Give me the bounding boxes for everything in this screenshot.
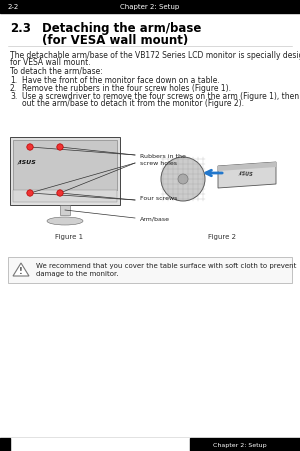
Text: screw holes: screw holes: [140, 161, 177, 166]
Text: Rubbers in the: Rubbers in the: [140, 154, 186, 159]
Text: Use a screwdriver to remove the four screws on the arm (Figure 1), then slide: Use a screwdriver to remove the four scr…: [22, 92, 300, 101]
Text: out the arm/base to detach it from the monitor (Figure 2).: out the arm/base to detach it from the m…: [22, 99, 244, 108]
Circle shape: [57, 190, 63, 197]
Text: Arm/base: Arm/base: [140, 216, 170, 221]
Text: (for VESA wall mount): (for VESA wall mount): [42, 34, 188, 47]
Text: Chapter 2: Setup: Chapter 2: Setup: [213, 442, 267, 447]
Bar: [8, 258, 292, 283]
Bar: [60, 206, 70, 216]
Text: Detaching the arm/base: Detaching the arm/base: [42, 22, 201, 35]
Text: Remove the rubbers in the four screw holes (Figure 1).: Remove the rubbers in the four screw hol…: [22, 84, 231, 93]
Bar: [13, 141, 117, 191]
Text: 2.: 2.: [10, 84, 17, 93]
Bar: [10, 138, 120, 206]
Bar: [190, 438, 300, 451]
Circle shape: [27, 190, 33, 197]
Circle shape: [161, 158, 205, 202]
Text: damage to the monitor.: damage to the monitor.: [36, 271, 118, 276]
Text: 3.: 3.: [10, 92, 17, 101]
Polygon shape: [13, 263, 29, 276]
Text: 2-2: 2-2: [8, 4, 19, 10]
Bar: [13, 191, 117, 202]
Text: /ISUS: /ISUS: [238, 170, 253, 177]
Circle shape: [57, 144, 63, 151]
Text: /ISUS: /ISUS: [18, 160, 37, 165]
Text: Figure 1: Figure 1: [55, 234, 83, 239]
Text: !: !: [19, 267, 23, 276]
Text: Have the front of the monitor face down on a table.: Have the front of the monitor face down …: [22, 76, 220, 85]
Ellipse shape: [47, 217, 83, 226]
Text: Four screws: Four screws: [140, 196, 177, 201]
Text: for VESA wall mount.: for VESA wall mount.: [10, 58, 91, 67]
Circle shape: [178, 175, 188, 184]
Polygon shape: [218, 163, 276, 172]
Text: To detach the arm/base:: To detach the arm/base:: [10, 67, 103, 76]
Text: Chapter 2: Setup: Chapter 2: Setup: [120, 4, 180, 10]
Text: Figure 2: Figure 2: [208, 234, 236, 239]
Bar: [0, 0, 300, 14]
Text: 2.3: 2.3: [10, 22, 31, 35]
Bar: [0, 438, 10, 451]
Text: 1.: 1.: [10, 76, 17, 85]
Polygon shape: [218, 163, 276, 189]
Circle shape: [27, 144, 33, 151]
Text: The detachable arm/base of the VB172 Series LCD monitor is specially designed: The detachable arm/base of the VB172 Ser…: [10, 51, 300, 60]
Text: We recommend that you cover the table surface with soft cloth to prevent: We recommend that you cover the table su…: [36, 262, 296, 268]
